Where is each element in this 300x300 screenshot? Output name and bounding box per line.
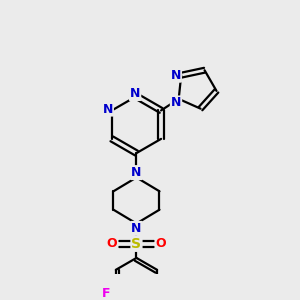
- Text: N: N: [131, 222, 142, 235]
- Text: O: O: [155, 237, 166, 250]
- Text: N: N: [103, 103, 113, 116]
- Text: N: N: [130, 87, 140, 100]
- Text: N: N: [171, 97, 181, 110]
- Text: O: O: [107, 237, 117, 250]
- Text: N: N: [131, 166, 142, 179]
- Text: F: F: [102, 287, 111, 300]
- Text: S: S: [131, 237, 142, 251]
- Text: N: N: [171, 69, 181, 82]
